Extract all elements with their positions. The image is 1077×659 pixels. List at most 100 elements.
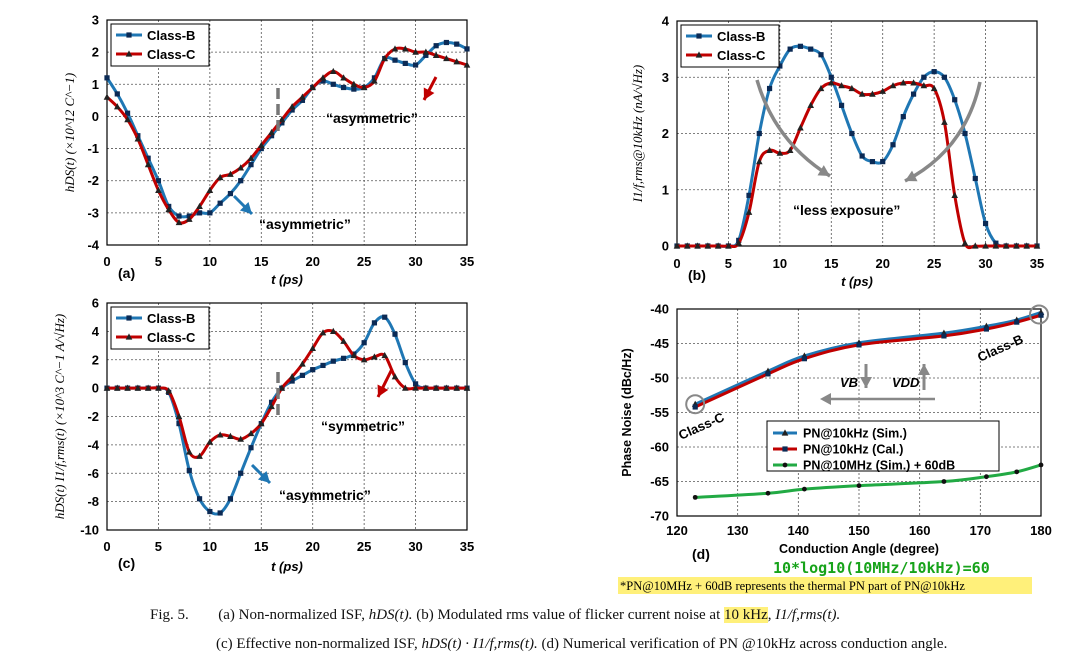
- data-point: [1013, 242, 1020, 249]
- data-point: [350, 351, 358, 359]
- annotation-arrow-head: [905, 170, 918, 182]
- x-tick-label: 20: [875, 256, 889, 271]
- data-point: [113, 384, 121, 391]
- data-point: [176, 213, 182, 219]
- y-tick-label: 4: [662, 14, 670, 29]
- series-a-1: [103, 45, 471, 226]
- legend-box: [680, 24, 780, 68]
- data-point: [930, 84, 938, 92]
- data-point: [766, 85, 773, 92]
- data-point: [899, 79, 907, 86]
- data-point: [858, 90, 866, 97]
- caption-b-highlight: 10 kHz: [724, 607, 768, 623]
- y-tick-label: -4: [87, 437, 99, 452]
- data-point: [797, 124, 804, 131]
- data-point: [320, 78, 326, 84]
- data-point: [392, 331, 398, 337]
- caption-a-symbol: hDS(t).: [368, 607, 413, 623]
- data-point: [309, 83, 317, 91]
- x-tick-label: 35: [460, 254, 474, 269]
- data-point: [910, 91, 917, 97]
- data-point: [340, 74, 347, 81]
- data-point: [247, 429, 255, 437]
- data-point: [765, 371, 771, 377]
- data-point: [941, 479, 947, 484]
- data-point: [392, 57, 398, 63]
- data-point: [1023, 242, 1031, 249]
- data-point: [196, 202, 203, 210]
- data-point: [145, 155, 151, 161]
- data-point: [257, 419, 265, 427]
- x-tick-label: 15: [824, 256, 838, 271]
- data-point: [828, 74, 834, 80]
- data-point: [962, 130, 968, 137]
- data-point: [257, 141, 265, 148]
- annotation-arrow-shaft: [904, 81, 982, 183]
- series-d-1: [692, 312, 1044, 410]
- x-tick-label: 15: [254, 539, 268, 554]
- plot-frame: [106, 19, 468, 246]
- x-axis-label: t (ps): [271, 559, 303, 574]
- data-point: [921, 74, 927, 80]
- y-tick-label: 0: [662, 239, 669, 254]
- data-point: [144, 161, 152, 168]
- data-point: [443, 384, 450, 391]
- data-point: [412, 381, 419, 387]
- series-d-2: [692, 462, 1044, 500]
- class-b-highlight-circle: [1029, 304, 1049, 325]
- chart-panel-b: 0 5 10 15 20 25 30 35 0 1 2 3 4 t (ps) I1/f,rms@10kHz …: [630, 14, 1044, 290]
- data-point: [134, 384, 142, 391]
- data-point: [704, 242, 712, 249]
- data-point: [412, 384, 419, 391]
- data-point: [278, 116, 286, 123]
- data-point: [381, 54, 389, 62]
- y-tick-label: 2: [92, 45, 99, 60]
- caption-c-text: (c) Effective non-normalized ISF,: [216, 636, 422, 652]
- x-tick-label: 0: [673, 256, 680, 271]
- data-point: [207, 508, 213, 515]
- data-point: [900, 114, 906, 120]
- data-point: [920, 82, 928, 89]
- y-tick-label: -8: [87, 494, 99, 509]
- series-line: [105, 40, 468, 219]
- data-point: [433, 43, 439, 49]
- data-point: [1014, 469, 1020, 475]
- legend-label: PN@10kHz (Sim.): [803, 427, 907, 441]
- data-point: [983, 326, 989, 332]
- caption-b-text: (b) Modulated rms value of flicker curre…: [412, 607, 725, 623]
- data-point: [984, 474, 989, 480]
- data-point: [227, 190, 234, 197]
- annotation-arrow-head: [817, 165, 830, 176]
- caption-b-symbol: , I1/f,rms(t).: [767, 607, 841, 623]
- legend-marker: [125, 333, 133, 340]
- vdd-up-arrow-head: [918, 364, 930, 375]
- data-point: [289, 378, 295, 384]
- data-point: [412, 62, 419, 68]
- chart-panel-d: 120 130 140 150 160 170 180 -70 -65 -60 -55 -50 -45 -…: [620, 302, 1052, 563]
- data-point: [1038, 312, 1044, 318]
- data-point: [155, 186, 162, 193]
- x-tick-label: 0: [103, 254, 110, 269]
- data-point: [330, 81, 336, 87]
- y-tick-label: -40: [650, 302, 669, 317]
- chart-panel-c: 0 5 10 15 20 25 30 35 -10 -8 -6 -4 -2 0 2 4 6 t (ps) hDS(t…: [52, 296, 474, 575]
- data-point: [103, 384, 111, 391]
- y-tick-label: -2: [87, 173, 99, 188]
- data-point: [360, 83, 368, 91]
- data-point: [992, 242, 1000, 249]
- data-point: [453, 58, 461, 65]
- x-axis-label: t (ps): [841, 274, 873, 289]
- y-axis-label: I1/f,rms@10kHz (nA/√Hz): [630, 65, 645, 204]
- annotation-arrow-head: [377, 384, 389, 397]
- data-point: [361, 340, 367, 346]
- x-tick-label: 170: [969, 523, 991, 538]
- thermal-note-text: *PN@10MHz + 60dB represents the thermal …: [620, 579, 965, 593]
- y-tick-label: 0: [92, 109, 99, 124]
- x-tick-label: 150: [848, 523, 870, 538]
- legend-label: Class-C: [147, 330, 196, 345]
- data-point: [692, 404, 698, 410]
- data-point: [207, 210, 213, 216]
- data-point: [279, 120, 285, 126]
- caption-c-symbol: hDS(t) · I1/f,rms(t).: [421, 636, 538, 652]
- data-point: [351, 86, 357, 92]
